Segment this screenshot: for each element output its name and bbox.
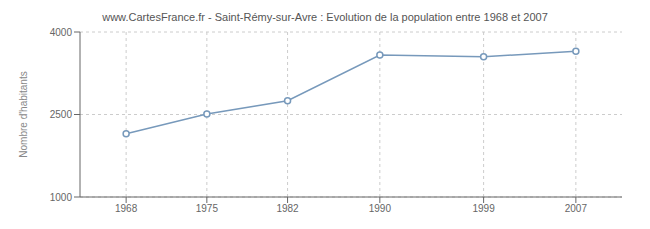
svg-text:1968: 1968 bbox=[115, 203, 138, 214]
svg-text:1975: 1975 bbox=[196, 203, 219, 214]
svg-text:2500: 2500 bbox=[50, 109, 73, 120]
svg-text:Nombre d'habitants: Nombre d'habitants bbox=[18, 71, 29, 157]
svg-text:1990: 1990 bbox=[369, 203, 392, 214]
svg-text:4000: 4000 bbox=[50, 27, 73, 38]
svg-text:1999: 1999 bbox=[472, 203, 495, 214]
svg-text:1000: 1000 bbox=[50, 192, 73, 203]
svg-text:1982: 1982 bbox=[276, 203, 299, 214]
svg-text:2007: 2007 bbox=[565, 203, 588, 214]
html-text:www.CartesFrance.fr - Saint-Ré: www.CartesFrance.fr - Saint-Rémy-sur-Avr… bbox=[102, 11, 548, 23]
